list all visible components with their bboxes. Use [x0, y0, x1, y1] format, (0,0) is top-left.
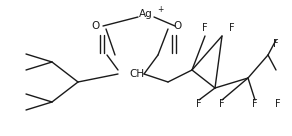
Text: F: F: [202, 23, 208, 33]
Text: O: O: [92, 21, 100, 31]
Text: F: F: [196, 99, 202, 109]
Text: F: F: [252, 99, 258, 109]
Text: O: O: [174, 21, 182, 31]
Text: +: +: [157, 4, 163, 13]
Text: F: F: [275, 99, 281, 109]
Text: F: F: [229, 23, 235, 33]
Text: CH: CH: [129, 69, 145, 79]
Text: F: F: [273, 39, 279, 49]
Text: F: F: [219, 99, 225, 109]
Text: Ag: Ag: [139, 9, 153, 19]
